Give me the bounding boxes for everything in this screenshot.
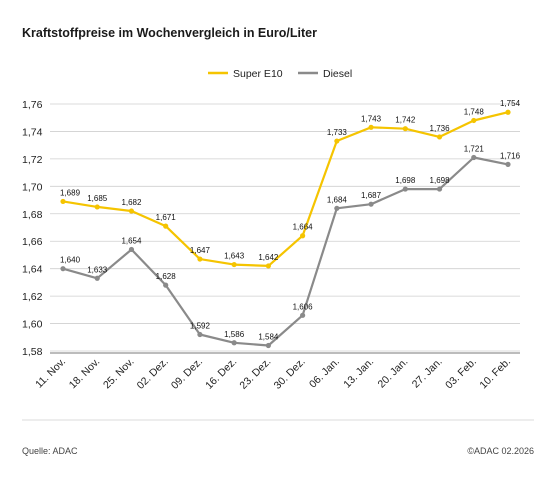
- data-label-super-e10: 1,689: [60, 188, 81, 197]
- x-tick-label: 10. Feb.: [477, 356, 513, 392]
- data-label-diesel: 1,592: [190, 322, 211, 331]
- data-label-super-e10: 1,664: [293, 223, 314, 232]
- data-label-diesel: 1,628: [156, 272, 177, 281]
- data-point-diesel: [471, 154, 477, 161]
- x-tick-label: 25. Nov.: [101, 356, 137, 392]
- x-tick-label: 23. Dez.: [237, 356, 273, 392]
- data-point-diesel: [128, 246, 135, 253]
- data-point-super-e10: [505, 109, 511, 115]
- y-tick-label: 1,70: [22, 181, 43, 193]
- data-label-diesel: 1,684: [327, 195, 348, 204]
- data-point-diesel: [60, 266, 66, 272]
- legend-label-super-e10: Super E10: [233, 68, 283, 80]
- data-point-super-e10: [94, 204, 100, 210]
- data-point-diesel: [265, 342, 271, 349]
- data-label-diesel: 1,584: [258, 333, 279, 342]
- data-point-super-e10: [231, 261, 237, 268]
- data-label-super-e10: 1,685: [87, 194, 108, 203]
- data-label-diesel: 1,633: [87, 265, 108, 274]
- data-point-super-e10: [436, 134, 443, 140]
- data-point-super-e10: [265, 263, 271, 269]
- y-tick-label: 1,60: [22, 319, 43, 331]
- series-line-diesel: [62, 156, 509, 347]
- data-label-super-e10: 1,743: [361, 114, 382, 123]
- data-point-diesel: [94, 275, 100, 281]
- y-tick-label: 1,66: [22, 236, 43, 248]
- x-tick-label: 30. Dez.: [272, 356, 308, 392]
- data-label-super-e10: 1,736: [430, 124, 451, 133]
- data-label-super-e10: 1,671: [156, 213, 177, 222]
- data-point-diesel: [300, 312, 306, 318]
- data-point-diesel: [402, 186, 408, 192]
- x-tick-label: 09. Dez.: [169, 356, 205, 392]
- data-point-super-e10: [334, 138, 340, 144]
- data-point-diesel: [505, 161, 511, 167]
- x-tick-label: 02. Dez.: [135, 356, 171, 392]
- x-tick-label: 18. Nov.: [67, 356, 103, 392]
- data-label-super-e10: 1,742: [395, 116, 416, 125]
- copyright-label: ©ADAC 02.2026: [467, 446, 534, 456]
- x-tick-label: 20. Jan.: [376, 356, 411, 391]
- data-point-super-e10: [60, 198, 66, 205]
- data-label-diesel: 1,698: [430, 176, 451, 185]
- data-label-super-e10: 1,643: [224, 252, 245, 261]
- data-label-diesel: 1,654: [121, 236, 142, 245]
- data-label-super-e10: 1,733: [327, 128, 348, 137]
- x-tick-label: 27. Jan.: [410, 356, 445, 391]
- y-tick-label: 1,76: [22, 99, 43, 111]
- legend-label-diesel: Diesel: [323, 68, 352, 80]
- data-point-super-e10: [471, 117, 477, 124]
- data-point-super-e10: [128, 208, 135, 214]
- data-point-diesel: [197, 331, 203, 338]
- y-tick-label: 1,62: [22, 291, 43, 303]
- x-tick-label: 13. Jan.: [341, 356, 376, 391]
- data-label-super-e10: 1,647: [190, 246, 211, 255]
- data-point-super-e10: [197, 256, 203, 262]
- data-point-diesel: [368, 201, 374, 207]
- data-point-super-e10: [300, 233, 306, 239]
- data-point-diesel: [436, 186, 443, 192]
- data-label-diesel: 1,698: [395, 176, 416, 185]
- x-tick-label: 16. Dez.: [203, 356, 239, 392]
- data-point-diesel: [231, 340, 237, 346]
- x-tick-label: 11. Nov.: [33, 356, 68, 391]
- y-tick-label: 1,74: [22, 126, 43, 138]
- data-label-diesel: 1,721: [464, 145, 485, 154]
- y-tick-label: 1,72: [22, 154, 43, 166]
- data-point-super-e10: [402, 126, 408, 132]
- x-tick-label: 03. Feb.: [443, 356, 479, 392]
- data-point-super-e10: [163, 223, 169, 229]
- y-tick-label: 1,68: [22, 209, 43, 221]
- data-point-super-e10: [368, 124, 374, 130]
- y-tick-label: 1,64: [22, 264, 43, 276]
- data-point-diesel: [163, 282, 169, 288]
- data-label-super-e10: 1,642: [258, 253, 279, 262]
- y-tick-label: 1,58: [22, 346, 43, 358]
- data-label-diesel: 1,716: [500, 151, 521, 160]
- data-label-diesel: 1,640: [60, 256, 81, 265]
- x-tick-label: 06. Jan.: [307, 356, 342, 391]
- data-label-super-e10: 1,754: [500, 99, 521, 108]
- series-line-super-e10: [62, 111, 509, 267]
- data-label-diesel: 1,606: [293, 302, 314, 311]
- data-label-super-e10: 1,748: [464, 107, 485, 116]
- data-label-diesel: 1,687: [361, 191, 382, 200]
- data-label-super-e10: 1,682: [121, 198, 142, 207]
- data-label-diesel: 1,586: [224, 330, 245, 339]
- source-label: Quelle: ADAC: [22, 446, 78, 456]
- data-point-diesel: [334, 205, 340, 211]
- chart-title: Kraftstoffpreise im Wochenvergleich in E…: [22, 26, 317, 40]
